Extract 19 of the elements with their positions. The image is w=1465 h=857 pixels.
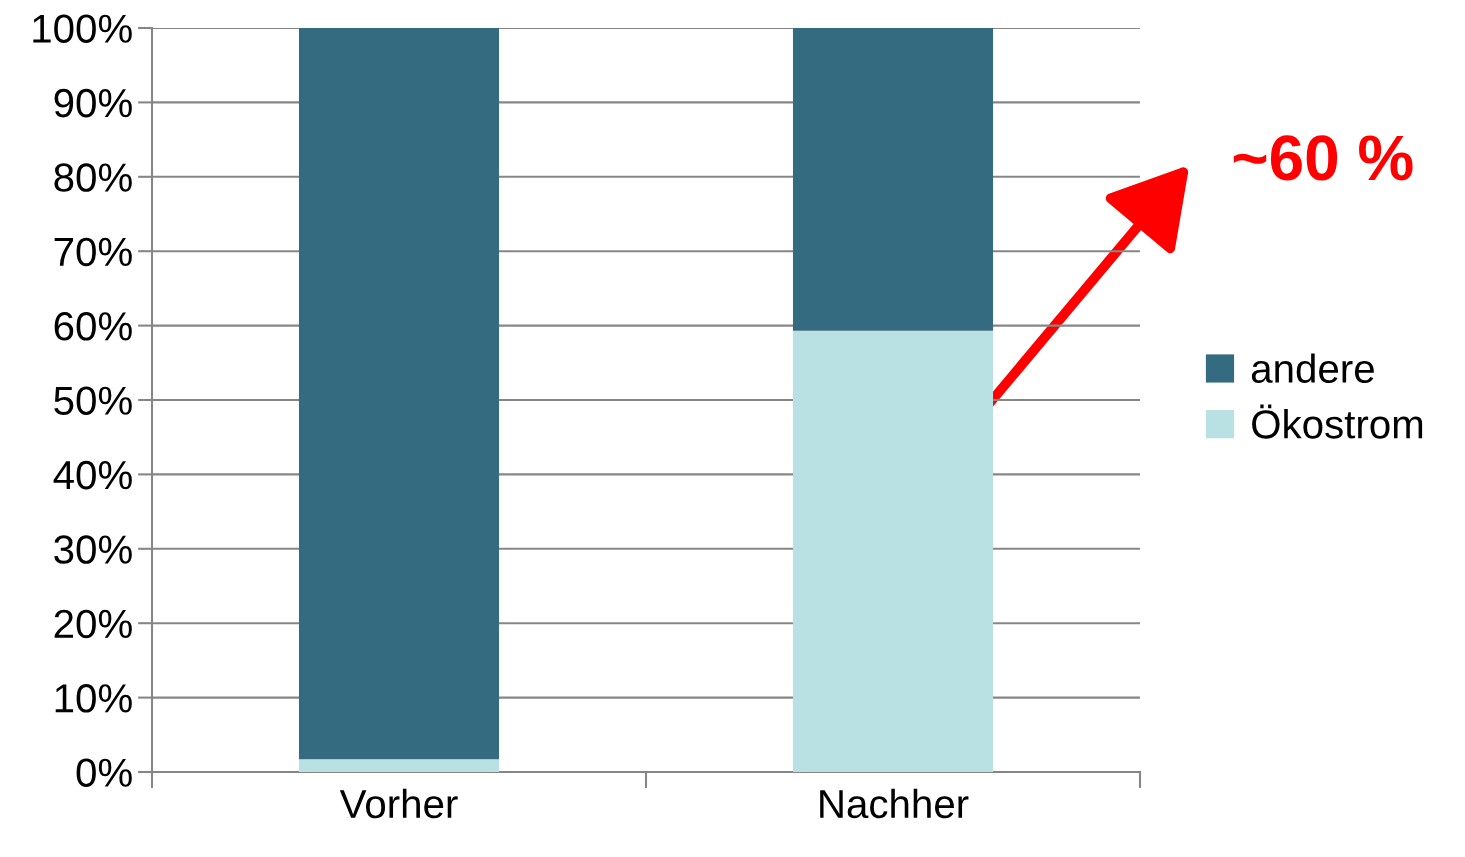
y-tick-label: 80% — [54, 163, 132, 192]
y-tick-label: 10% — [55, 684, 132, 713]
y-tick-label: 90% — [54, 88, 132, 118]
x-tick-label: Vorher — [339, 788, 458, 819]
y-tick-label: 30% — [54, 535, 132, 564]
y-tick-label: 0% — [76, 758, 132, 787]
y-tick-label: 20% — [54, 609, 132, 639]
bar — [298, 759, 500, 772]
text: ~60 % — [1233, 135, 1413, 181]
legend-label: Ökostrom — [1252, 404, 1423, 439]
y-tick-label: 60% — [54, 312, 132, 341]
y-tick-label: 70% — [54, 237, 132, 267]
y-tick-label: 40% — [53, 460, 132, 490]
legend-label: andere — [1251, 353, 1374, 383]
x-tick-label: Nachher — [820, 788, 969, 819]
bar — [298, 28, 500, 760]
y-tick-label: 100% — [33, 14, 132, 43]
bar — [792, 330, 994, 772]
y-tick-label: 50% — [54, 386, 132, 415]
